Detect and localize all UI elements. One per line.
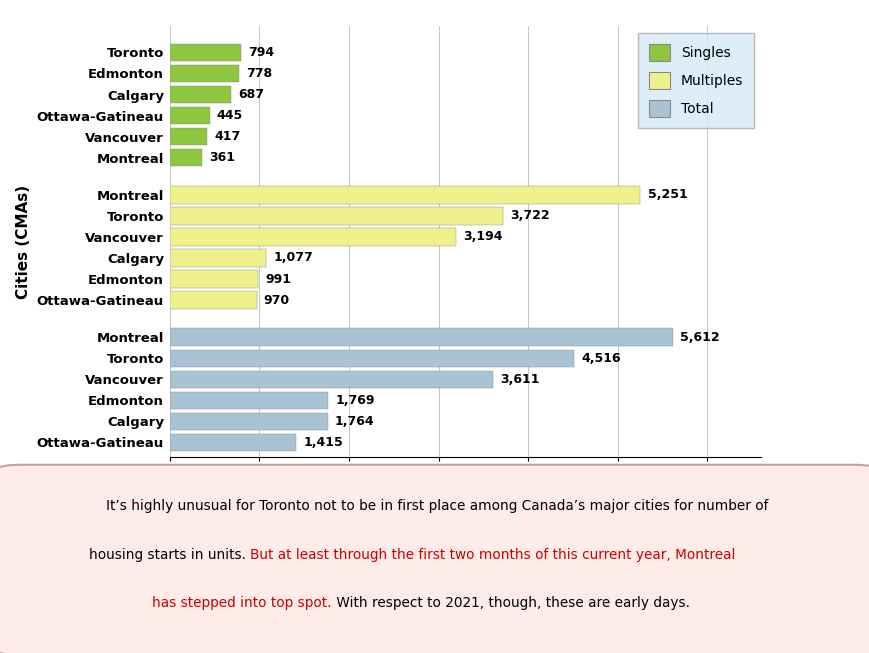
Y-axis label: Cities (CMAs): Cities (CMAs)	[17, 185, 31, 298]
Text: housing starts in units.: housing starts in units.	[89, 548, 249, 562]
Bar	[169, 249, 266, 267]
Bar	[169, 270, 258, 288]
Text: 1,415: 1,415	[303, 436, 343, 449]
Bar	[169, 228, 455, 246]
Text: 970: 970	[263, 294, 289, 307]
Bar	[169, 149, 202, 167]
Text: 3,194: 3,194	[462, 231, 502, 244]
Text: 5,612: 5,612	[679, 330, 719, 343]
Bar	[169, 44, 241, 61]
Bar	[169, 65, 239, 82]
Bar	[169, 128, 207, 146]
Text: 794: 794	[248, 46, 274, 59]
Text: 3,722: 3,722	[510, 210, 549, 223]
Text: 417: 417	[214, 130, 240, 143]
Bar	[169, 328, 672, 346]
Text: 687: 687	[238, 88, 264, 101]
Text: 3,611: 3,611	[500, 373, 540, 386]
Text: 4,516: 4,516	[581, 352, 620, 365]
Text: 445: 445	[216, 109, 242, 122]
Bar	[169, 434, 296, 451]
Text: It’s highly unusual for Toronto not to be in first place among Canada’s major ci: It’s highly unusual for Toronto not to b…	[106, 499, 767, 513]
FancyBboxPatch shape	[0, 465, 869, 653]
Bar	[169, 86, 231, 103]
Text: 1,764: 1,764	[335, 415, 375, 428]
Text: 1,769: 1,769	[335, 394, 375, 407]
Text: With respect to 2021, though, these are early days.: With respect to 2021, though, these are …	[332, 596, 689, 610]
Text: 5,251: 5,251	[647, 188, 687, 201]
Text: has stepped into top spot.: has stepped into top spot.	[152, 596, 332, 610]
Text: 991: 991	[265, 272, 291, 285]
Bar	[169, 186, 640, 204]
Legend: Singles, Multiples, Total: Singles, Multiples, Total	[637, 33, 753, 129]
Text: 1,077: 1,077	[273, 251, 313, 264]
Text: 361: 361	[209, 151, 235, 164]
Bar	[169, 107, 209, 124]
Bar	[169, 291, 256, 309]
Bar	[169, 207, 502, 225]
X-axis label: Number of Units: Number of Units	[395, 485, 535, 500]
Bar	[169, 413, 328, 430]
Text: But at least through the first two months of this current year, Montreal: But at least through the first two month…	[249, 548, 734, 562]
Text: 778: 778	[246, 67, 272, 80]
Bar	[169, 392, 328, 409]
Bar	[169, 349, 574, 367]
Bar	[169, 370, 493, 388]
